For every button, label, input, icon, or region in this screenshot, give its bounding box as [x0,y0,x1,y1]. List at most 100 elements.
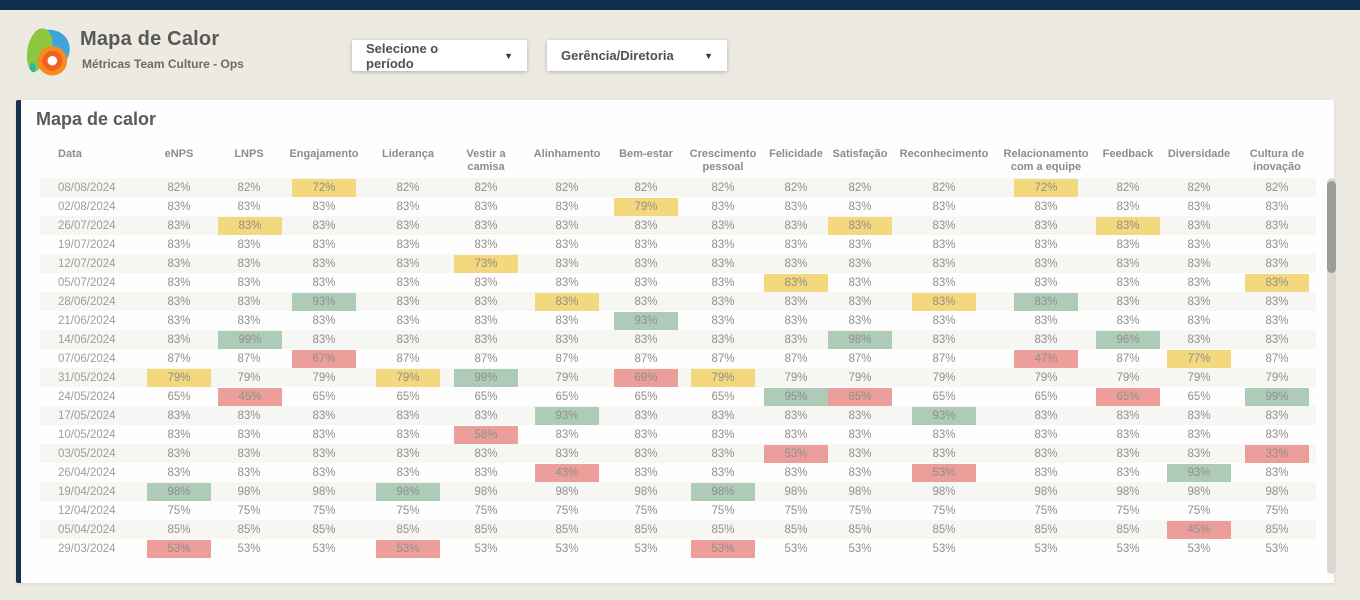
heatmap-cell: 65% [474,390,498,403]
vertical-scrollbar[interactable] [1327,178,1336,574]
date-cell: 26/07/2024 [58,219,116,232]
heatmap-cell: 83% [932,447,956,460]
heatmap-cell: 83% [312,409,336,422]
heatmap-cell: 83% [634,447,658,460]
heatmap-cell-highlighted: 58% [448,425,524,444]
heatmap-cell: 53% [1034,542,1058,555]
heatmap-cell: 83% [396,219,420,232]
heatmap-cell-highlighted: 73% [448,254,524,273]
heatmap-cell: 83% [396,238,420,251]
heatmap-cell: 65% [396,390,420,403]
heatmap-cell: 83% [1034,428,1058,441]
heatmap-cell: 83% [396,333,420,346]
heatmap-cell: 83% [312,238,336,251]
heatmap-cell: 98% [1265,485,1289,498]
heatmap-cell: 83% [1187,428,1211,441]
heatmap-cell: 75% [1116,504,1140,517]
heatmap-cell-highlighted: 77% [1160,349,1238,368]
heatmap-cell: 83% [474,314,498,327]
heatmap-cell-highlighted: 83% [996,292,1096,311]
heatmap-cell: 83% [634,219,658,232]
heatmap-cell: 83% [167,333,191,346]
scrollbar-thumb[interactable] [1327,181,1336,273]
date-cell: 12/04/2024 [58,504,116,517]
management-filter-dropdown[interactable]: Gerência/Diretoria ▼ [547,40,727,71]
heatmap-cell: 53% [555,542,579,555]
heatmap-cell: 83% [1034,257,1058,270]
heatmap-cell-highlighted: 79% [368,368,448,387]
heatmap-cell: 83% [167,409,191,422]
heatmap-cell: 83% [848,238,872,251]
heatmap-cell: 53% [1265,542,1289,555]
heatmap-cell: 83% [634,409,658,422]
table-row: 05/07/2024 83% 83% 83% 83% 83% 83% 83% 83% 83% 83%… [40,273,1316,292]
column-header-metric: Bem-estar [619,148,673,160]
heatmap-cell: 83% [396,409,420,422]
heatmap-cell: 85% [634,523,658,536]
heatmap-cell: 83% [396,428,420,441]
heatmap-cell: 83% [711,447,735,460]
heatmap-cell: 65% [167,390,191,403]
column-header-metric: Crescimento pessoal [689,148,757,173]
heatmap-cell: 65% [634,390,658,403]
heatmap-cell: 98% [555,485,579,498]
heatmap-cell: 53% [237,542,261,555]
heatmap-cell: 83% [555,447,579,460]
heatmap-cell: 83% [784,219,808,232]
heatmap-cell: 75% [474,504,498,517]
heatmap-cell: 85% [711,523,735,536]
heatmap-cell: 79% [848,371,872,384]
heatmap-cell: 83% [237,276,261,289]
heatmap-cell: 83% [1265,314,1289,327]
heatmap-cell: 87% [1116,352,1140,365]
date-cell: 05/07/2024 [58,276,116,289]
period-filter-dropdown[interactable]: Selecione o período ▼ [352,40,527,71]
heatmap-cell: 83% [167,428,191,441]
heatmap-cell: 83% [1265,238,1289,251]
table-row: 10/05/2024 83% 83% 83% 83% 58% 83% 83% 83% 83% 83%… [40,425,1316,444]
heatmap-cell: 83% [474,238,498,251]
table-row: 29/03/2024 53% 53% 53% 53% 53% 53% 53% 53% 53% 53%… [40,539,1316,558]
heatmap-cell: 83% [1265,466,1289,479]
heatmap-cell: 83% [555,238,579,251]
table-row: 24/05/2024 65% 45% 65% 65% 65% 65% 65% 65% 95% 65%… [40,387,1316,406]
heatmap-cell: 65% [932,390,956,403]
app-logo [22,26,74,80]
heatmap-cell: 83% [932,276,956,289]
heatmap-cell: 75% [711,504,735,517]
heatmap-cell-highlighted: 99% [448,368,524,387]
table-row: 02/08/2024 83% 83% 83% 83% 83% 83% 79% 83% 83% 83%… [40,197,1316,216]
heatmap-cell-highlighted: 98% [140,482,218,501]
heatmap-cell-highlighted: 83% [524,292,610,311]
column-header-metric: Alinhamento [533,148,601,160]
heatmap-cell: 85% [1265,523,1289,536]
heatmap-cell: 83% [932,200,956,213]
heatmap-cell: 83% [474,409,498,422]
heatmap-cell: 83% [711,466,735,479]
heatmap-cell: 83% [1265,200,1289,213]
heatmap-cell: 83% [1265,295,1289,308]
column-header-metric: Reconhecimento [899,148,989,160]
table-row: 26/07/2024 83% 83% 83% 83% 83% 83% 83% 83% 83% 83%… [40,216,1316,235]
heatmap-cell: 85% [396,523,420,536]
date-cell: 24/05/2024 [58,390,116,403]
heatmap-cell-highlighted: 98% [682,482,764,501]
heatmap-cell: 65% [1187,390,1211,403]
heatmap-cell-highlighted: 43% [524,463,610,482]
heatmap-cell: 83% [396,257,420,270]
heatmap-cell: 83% [711,314,735,327]
table-row: 03/05/2024 83% 83% 83% 83% 83% 83% 83% 83% 53% 83%… [40,444,1316,463]
heatmap-cell: 83% [312,276,336,289]
date-cell: 10/05/2024 [58,428,116,441]
heatmap-cell: 83% [711,295,735,308]
heatmap-cell: 83% [1034,333,1058,346]
heatmap-cell: 85% [848,523,872,536]
heatmap-cell: 83% [1187,219,1211,232]
heatmap-cell: 83% [784,314,808,327]
heatmap-cell: 83% [1265,409,1289,422]
management-filter-label: Gerência/Diretoria [561,48,674,63]
date-cell: 19/07/2024 [58,238,116,251]
heatmap-cell-highlighted: 98% [828,330,892,349]
heatmap-cell-highlighted: 53% [140,539,218,558]
heatmap-cell: 83% [237,200,261,213]
